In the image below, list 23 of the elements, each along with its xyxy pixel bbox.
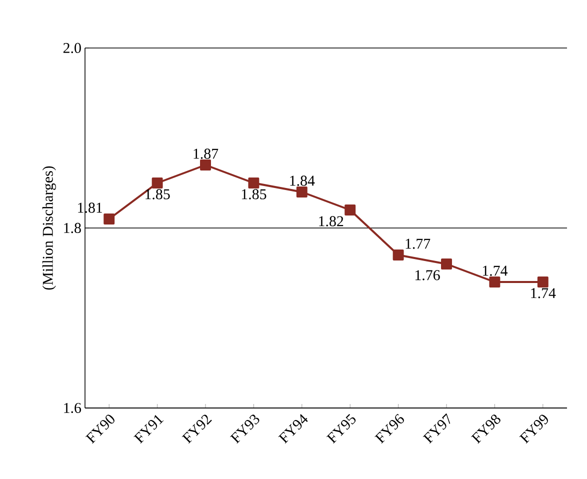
data-label: 1.76 — [415, 270, 440, 280]
point — [248, 178, 260, 188]
data-label: 1.77 — [406, 238, 430, 249]
data-label: 1.74 — [482, 266, 508, 276]
point — [104, 214, 115, 224]
y-tick-label: 1.6 — [64, 402, 82, 414]
point — [537, 276, 548, 288]
y-axis-title: (Million Discharges) — [42, 166, 56, 290]
point — [200, 160, 211, 170]
data-label: 1.85 — [242, 189, 266, 200]
data-label: 1.82 — [319, 216, 344, 226]
point — [441, 258, 452, 270]
point — [392, 250, 404, 260]
point — [489, 276, 500, 288]
y-tick-label: 2.0 — [63, 42, 81, 54]
data-label: 1.84 — [290, 176, 315, 186]
point — [344, 204, 356, 216]
point — [152, 178, 163, 188]
data-label: 1.74 — [531, 288, 556, 298]
y-tick-label: 1.8 — [64, 222, 81, 234]
point — [296, 186, 308, 198]
data-label: 1.85 — [146, 189, 170, 200]
data-label: 1.87 — [194, 148, 218, 159]
